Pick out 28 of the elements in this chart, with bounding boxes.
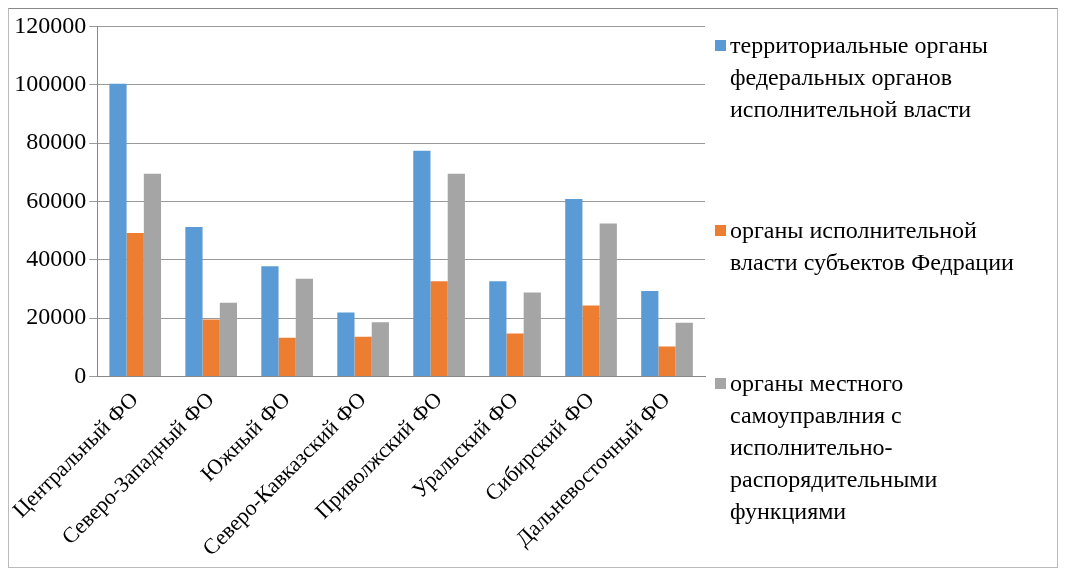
legend-label: органы местного самоуправлния с исполнительно-распорядительными функциями: [730, 369, 939, 526]
bar: [371, 322, 389, 376]
bar: [430, 281, 448, 376]
legend-label: органы исполнительной власти субъектов Федрации: [730, 216, 1015, 277]
y-tick-label: 60000: [26, 186, 87, 213]
y-tick-label: 80000: [26, 128, 87, 155]
y-tick-label: 120000: [14, 11, 87, 38]
bar: [582, 305, 600, 376]
bar: [109, 83, 127, 376]
y-tick-label: 20000: [26, 303, 87, 330]
bar: [641, 290, 659, 376]
bar: [185, 227, 203, 376]
bar: [658, 346, 676, 376]
bar: [337, 312, 355, 376]
y-tick-label: 40000: [26, 245, 87, 272]
bar: [202, 319, 220, 376]
bar: [413, 150, 431, 376]
bar: [506, 333, 524, 376]
y-tick-label: 0: [74, 361, 87, 388]
bar: [126, 232, 144, 376]
y-tick-label: 100000: [14, 70, 87, 97]
bar: [261, 266, 279, 376]
bar: [354, 336, 372, 376]
bar: [278, 337, 296, 376]
legend-label: территориальные органы федеральных органов исполнительной власти: [730, 31, 989, 124]
bar: [675, 322, 693, 376]
bar: [565, 199, 583, 376]
bar: [489, 281, 507, 376]
